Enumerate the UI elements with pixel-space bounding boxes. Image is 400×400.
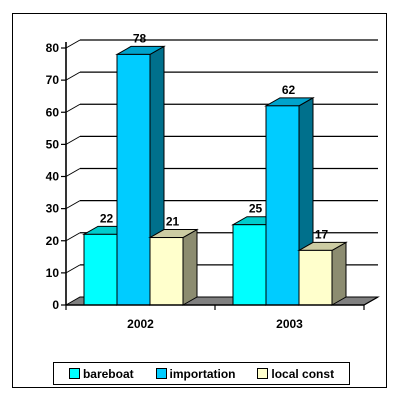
y-tick-label: 80 [46, 41, 60, 55]
data-label-local-const-2002: 21 [166, 215, 180, 229]
bar-side [182, 228, 198, 306]
data-label-bareboat-2003: 25 [249, 202, 263, 216]
gridline-depth [65, 232, 81, 242]
gridline-depth [65, 39, 81, 49]
bar-local-const-2003 [297, 241, 348, 306]
labels: 22 78 21 25 62 17 0 10 20 30 40 50 60 70 80 2002 2003 [46, 31, 329, 331]
legend-label-importation: importation [169, 366, 236, 381]
legend-label-bareboat: bareboat [82, 366, 134, 381]
bar-side [331, 241, 347, 306]
gridline-depth [65, 71, 81, 81]
y-tick-label: 60 [46, 105, 60, 119]
legend-item-importation: importation [155, 366, 236, 381]
data-label-bareboat-2002: 22 [100, 211, 114, 225]
data-label-importation-2003: 62 [282, 83, 296, 97]
axes [61, 42, 379, 310]
legend-swatch-bareboat [68, 368, 80, 379]
bar-local-const-2002 [148, 228, 199, 306]
bar-front [265, 105, 300, 306]
gridline-depth [65, 135, 81, 145]
x-tick-label-2003: 2003 [276, 317, 303, 331]
legend: bareboat importation local const [53, 362, 350, 385]
bar-front [83, 233, 118, 306]
y-tick-label: 40 [46, 170, 60, 184]
bars [82, 45, 348, 306]
bar-front [149, 237, 184, 306]
y-tick-label: 0 [52, 298, 59, 312]
legend-item-bareboat: bareboat [68, 366, 134, 381]
gridline-depth [65, 168, 81, 177]
legend-label-local-const: local const [271, 366, 335, 381]
x-axis-depth-line [363, 296, 379, 306]
y-tick-label: 10 [46, 266, 60, 280]
gridline-depth [65, 200, 81, 210]
bar-front [116, 53, 151, 306]
y-tick-label: 50 [46, 137, 60, 151]
data-label-local-const-2003: 17 [315, 227, 329, 241]
x-tick-label-2002: 2002 [127, 317, 154, 331]
y-tick-label: 30 [46, 202, 60, 216]
bar-front [298, 249, 333, 306]
legend-swatch-importation [155, 368, 167, 379]
legend-item-local-const: local const [257, 367, 334, 381]
bar-importation-2002 [115, 45, 166, 306]
gridline-depth [65, 264, 81, 274]
legend-swatch-local-const [257, 368, 269, 379]
y-tick-label: 20 [46, 234, 60, 248]
gridline-depth [65, 103, 81, 113]
data-label-importation-2002: 78 [133, 31, 147, 45]
y-tick-label: 70 [46, 73, 60, 87]
bar-front [232, 224, 267, 306]
